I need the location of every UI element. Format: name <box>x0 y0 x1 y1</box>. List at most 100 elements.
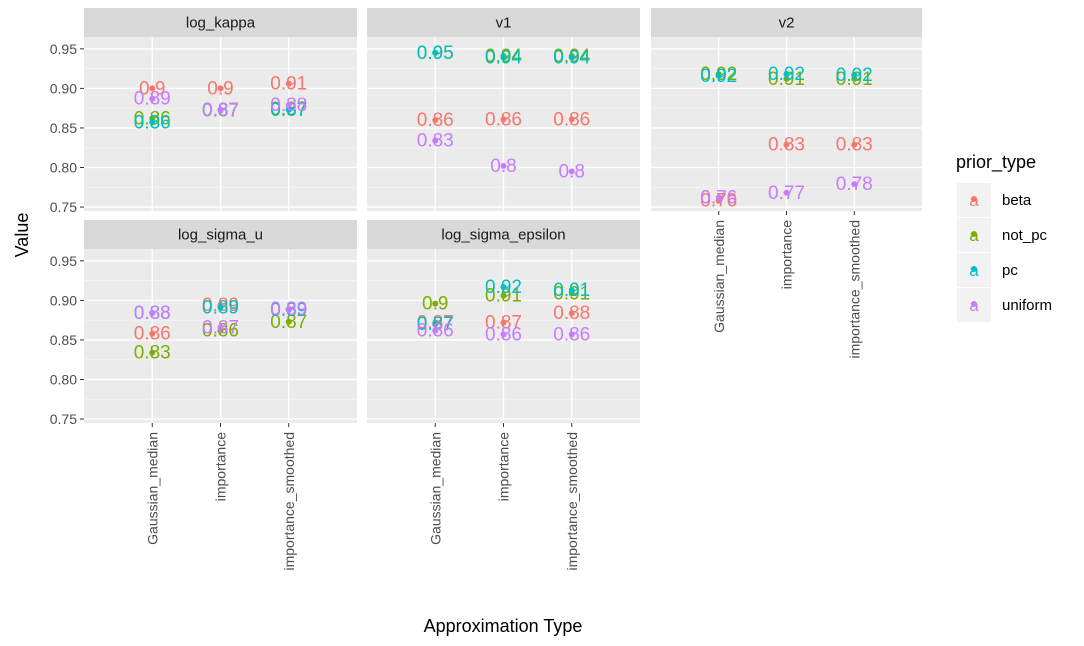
point-v1-uniform <box>500 162 507 169</box>
point-log-sigma-u-uniform <box>285 306 292 313</box>
point-label-v1-beta: 0.86 <box>485 109 522 130</box>
facet-title-v1: v1 <box>496 15 512 32</box>
point-label-v1-uniform: 0.8 <box>559 161 585 182</box>
legend-title: prior_type <box>956 152 1036 173</box>
point-v1-pc <box>500 54 507 61</box>
facet-title-v2: v2 <box>779 15 795 32</box>
point-label-log-sigma-u-not-pc: 0.83 <box>134 343 171 364</box>
point-label-log-sigma-u-pc: 0.89 <box>202 298 239 319</box>
x-tick-label: importance_smoothed <box>564 432 580 571</box>
facet-title-log-sigma-epsilon: log_sigma_epsilon <box>441 227 565 244</box>
point-label-log-kappa-beta: 0.9 <box>139 78 165 99</box>
point-label-v2-pc: 0.92 <box>836 65 873 86</box>
point-label-log-sigma-u-beta: 0.86 <box>134 324 171 345</box>
point-label-log-sigma-epsilon-beta: 0.87 <box>485 313 522 334</box>
point-label-v2-pc: 0.92 <box>700 66 737 87</box>
point-v1-uniform <box>568 168 575 175</box>
facet-strip-log-sigma-epsilon <box>367 220 640 249</box>
point-v2-pc <box>783 71 790 78</box>
point-log-sigma-epsilon-not-pc <box>500 292 507 299</box>
legend-label-pc: pc <box>1002 262 1018 279</box>
point-label-log-sigma-u-not-pc: 0.87 <box>270 312 307 333</box>
point-log-sigma-u-beta <box>149 330 156 337</box>
point-label-log-sigma-u-uniform: 0.87 <box>202 317 239 338</box>
point-log-kappa-uniform <box>285 102 292 109</box>
point-log-sigma-epsilon-not-pc <box>432 300 439 307</box>
x-tick-label: importance <box>213 432 229 501</box>
y-tick-label: 0.85 <box>50 120 77 136</box>
point-log-kappa-uniform <box>149 95 156 102</box>
facet-strip-log-kappa <box>84 8 357 37</box>
facet-strip-log-sigma-u <box>84 220 357 249</box>
point-label-v2-beta: 0.83 <box>768 135 805 156</box>
point-v2-not-pc <box>783 75 790 82</box>
point-v2-beta <box>783 141 790 148</box>
point-label-v2-beta: 0.76 <box>700 191 737 212</box>
facet-strip-v2 <box>651 8 922 37</box>
point-log-kappa-pc <box>285 106 292 113</box>
x-tick-label: Gaussian_median <box>144 432 160 545</box>
point-v1-beta <box>432 117 439 124</box>
point-log-sigma-epsilon-uniform <box>432 327 439 334</box>
point-log-sigma-epsilon-pc <box>500 283 507 290</box>
point-log-kappa-pc <box>149 119 156 126</box>
y-tick-label: 0.90 <box>50 80 77 96</box>
y-tick-label: 0.95 <box>50 41 77 57</box>
point-label-v1-beta: 0.86 <box>553 109 590 130</box>
point-v2-uniform <box>715 194 722 201</box>
x-axis-title: Approximation Type <box>424 616 583 636</box>
point-label-v2-not-pc: 0.91 <box>768 69 805 90</box>
point-label-v2-uniform: 0.76 <box>700 188 737 209</box>
point-log-sigma-u-not-pc <box>285 318 292 325</box>
facet-strip-v1 <box>367 8 640 37</box>
point-label-log-sigma-u-not-pc: 0.86 <box>202 320 239 341</box>
point-log-sigma-u-uniform <box>217 324 224 331</box>
point-log-sigma-epsilon-pc <box>568 287 575 294</box>
point-log-sigma-u-pc <box>217 304 224 311</box>
point-label-log-kappa-uniform: 0.89 <box>134 89 171 110</box>
point-label-v1-pc: 0.94 <box>485 48 522 69</box>
legend-label-not-pc: not_pc <box>1002 227 1048 244</box>
point-log-kappa-beta <box>285 80 292 87</box>
x-tick-label: importance <box>779 220 795 289</box>
point-label-log-sigma-epsilon-beta: 0.88 <box>553 303 590 324</box>
y-axis-title: Value <box>12 213 32 258</box>
point-log-sigma-u-not-pc <box>149 349 156 356</box>
point-label-v2-not-pc: 0.91 <box>836 69 873 90</box>
point-label-v1-beta: 0.86 <box>417 110 454 131</box>
point-label-v1-pc: 0.94 <box>553 48 590 69</box>
point-label-v1-uniform: 0.8 <box>490 156 516 177</box>
point-log-sigma-epsilon-beta <box>568 310 575 317</box>
x-tick-label: importance_smoothed <box>281 432 297 571</box>
point-label-log-sigma-u-uniform: 0.89 <box>270 299 307 320</box>
y-tick-label: 0.75 <box>50 411 77 427</box>
point-label-log-sigma-epsilon-pc: 0.92 <box>485 277 522 298</box>
point-label-log-kappa-not-pc: 0.86 <box>134 108 171 129</box>
y-tick-label: 0.80 <box>50 372 77 388</box>
point-log-sigma-epsilon-uniform <box>568 331 575 338</box>
point-label-log-sigma-epsilon-uniform: 0.86 <box>485 324 522 345</box>
x-tick-label: importance <box>496 432 512 501</box>
point-v1-uniform <box>432 137 439 144</box>
point-label-log-kappa-beta: 0.91 <box>270 74 307 95</box>
point-label-log-sigma-epsilon-uniform: 0.86 <box>417 320 454 341</box>
facet-title-log-kappa: log_kappa <box>186 15 256 32</box>
facet-title-log-sigma-u: log_sigma_u <box>178 227 263 244</box>
point-log-sigma-epsilon-beta <box>500 319 507 326</box>
point-label-log-sigma-epsilon-uniform: 0.86 <box>553 324 590 345</box>
point-label-log-kappa-beta: 0.9 <box>207 78 233 99</box>
point-log-kappa-beta <box>149 85 156 92</box>
point-label-log-sigma-u-uniform: 0.88 <box>134 303 171 324</box>
point-label-log-sigma-epsilon-pc: 0.87 <box>417 314 454 335</box>
point-v2-uniform <box>851 181 858 188</box>
point-log-sigma-epsilon-uniform <box>500 331 507 338</box>
point-label-log-kappa-pc: 0.87 <box>270 100 307 121</box>
point-log-kappa-beta <box>217 85 224 92</box>
y-tick-label: 0.90 <box>50 292 77 308</box>
y-tick-label: 0.95 <box>50 253 77 269</box>
x-tick-label: importance_smoothed <box>846 220 862 359</box>
point-label-v2-uniform: 0.77 <box>768 183 805 204</box>
point-label-log-sigma-epsilon-pc: 0.91 <box>553 280 590 301</box>
legend-point-pc <box>971 266 977 272</box>
